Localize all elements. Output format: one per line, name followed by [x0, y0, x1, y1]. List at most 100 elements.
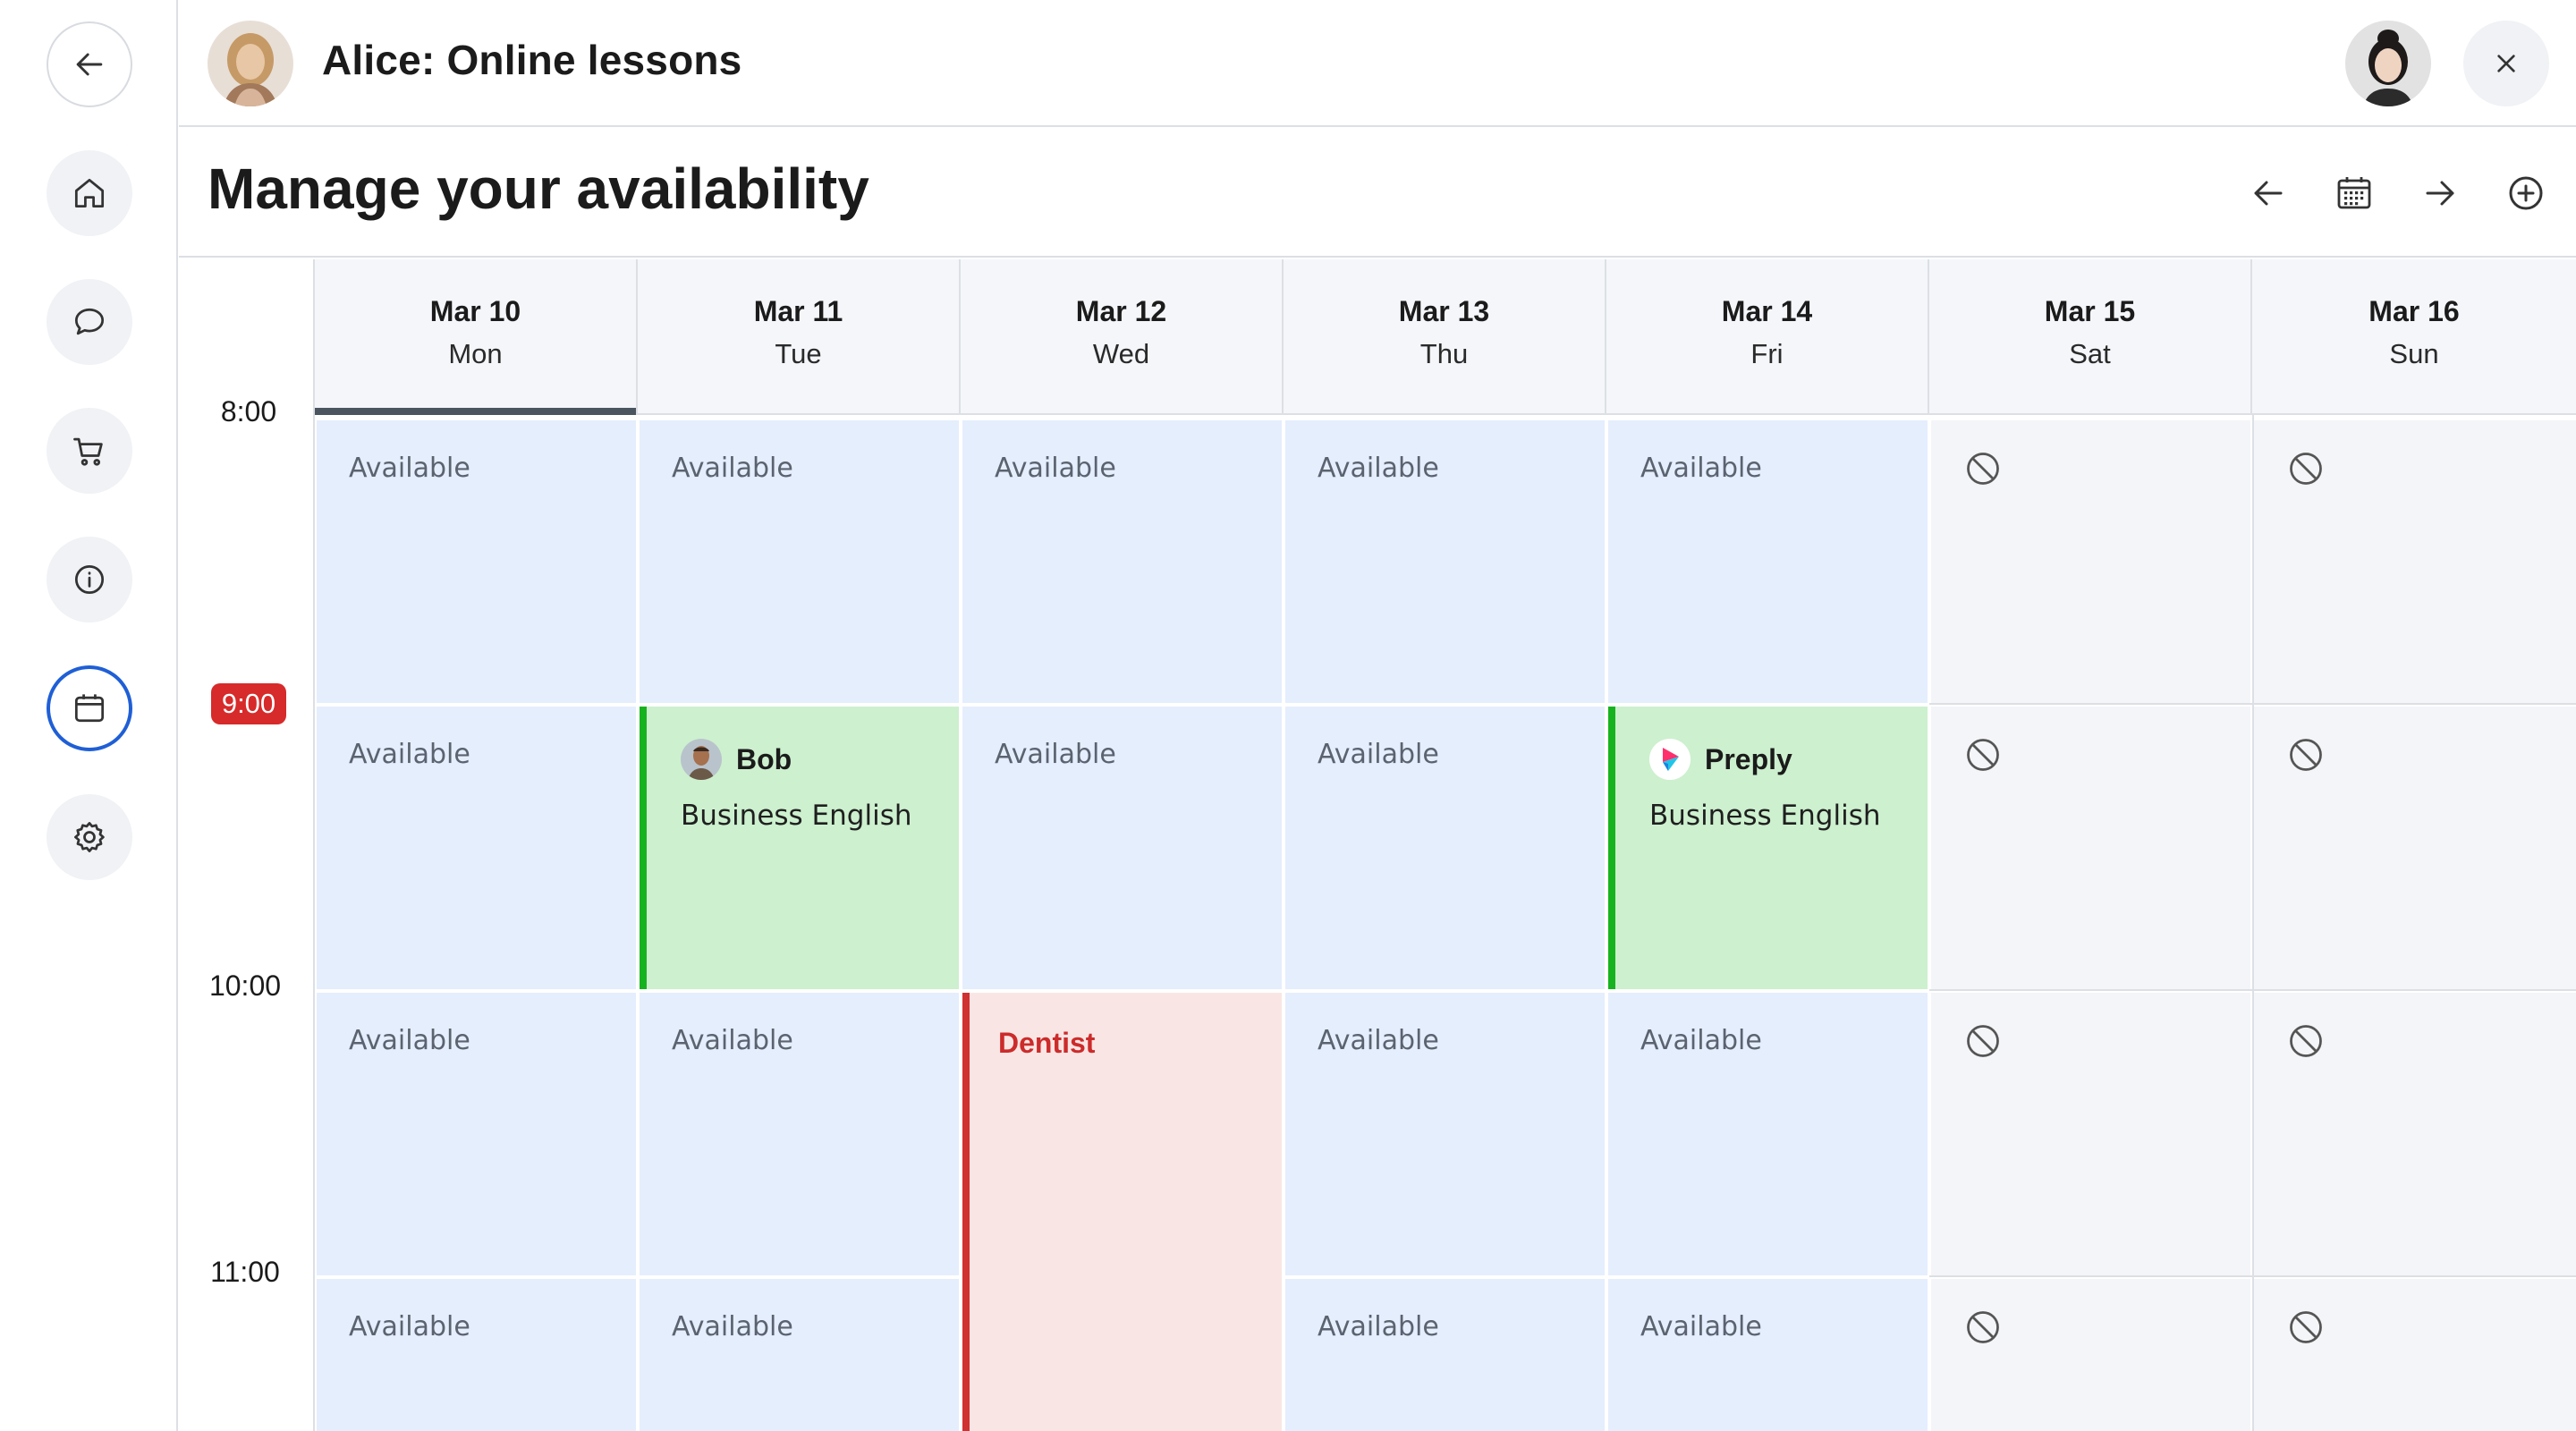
next-week-button[interactable]: [2411, 165, 2469, 222]
close-icon: [2497, 55, 2515, 72]
slot-unavailable[interactable]: [1931, 420, 2250, 703]
slot-label: Available: [672, 1311, 793, 1342]
slot-available[interactable]: Available: [317, 1279, 636, 1431]
back-button[interactable]: [47, 21, 132, 107]
today-indicator: [315, 408, 636, 415]
slot-unavailable[interactable]: [2254, 420, 2576, 703]
slot-available[interactable]: Available: [317, 420, 636, 703]
day-name: Thu: [1419, 338, 1469, 369]
close-button[interactable]: [2463, 21, 2549, 106]
slot-available[interactable]: Available: [1608, 420, 1928, 703]
day-header-fri[interactable]: Mar 14 Fri: [1606, 259, 1929, 415]
slot-unavailable[interactable]: [1931, 707, 2250, 989]
student-name: Bob: [736, 742, 792, 775]
plus-circle-icon: [2509, 176, 2543, 210]
slot-available[interactable]: Available: [317, 707, 636, 989]
arrow-left-icon: [76, 53, 103, 76]
day-name: Wed: [1092, 338, 1150, 369]
slot-label: Available: [1640, 453, 1762, 484]
slot-available[interactable]: Available: [640, 420, 959, 703]
slot-available[interactable]: Available: [1285, 420, 1605, 703]
day-date: Mar 12: [1075, 295, 1167, 327]
day-header-mon[interactable]: Mar 10 Mon: [315, 259, 638, 415]
student-name: Preply: [1705, 742, 1792, 775]
slot-available[interactable]: Available: [1608, 1279, 1928, 1431]
previous-week-button[interactable]: [2240, 165, 2297, 222]
home-button[interactable]: [47, 150, 132, 236]
time-column-divider: [313, 259, 315, 1431]
lesson-event[interactable]: Bob Business English: [640, 707, 959, 989]
day-date: Mar 16: [2368, 295, 2460, 327]
lesson-event[interactable]: Preply Business English: [1608, 707, 1928, 989]
busy-event[interactable]: Dentist: [962, 993, 1282, 1431]
slot-available[interactable]: Available: [962, 707, 1282, 989]
slot-available[interactable]: Available: [962, 420, 1282, 703]
slot-available[interactable]: Available: [317, 993, 636, 1275]
slot-label: Available: [1640, 1025, 1762, 1056]
day-header-tue[interactable]: Mar 11 Tue: [638, 259, 961, 415]
slot-label: Available: [1640, 1311, 1762, 1342]
slot-available[interactable]: Available: [1608, 993, 1928, 1275]
slot-available[interactable]: Available: [1285, 707, 1605, 989]
ban-icon: [2290, 1025, 2322, 1057]
chat-button[interactable]: [47, 279, 132, 365]
slot-label: Available: [349, 453, 470, 484]
day-date: Mar 10: [429, 295, 521, 327]
slot-unavailable[interactable]: [2254, 707, 2576, 989]
side-rail: [0, 0, 178, 1431]
page-title: Manage your availability: [208, 157, 869, 221]
calendar-button[interactable]: [47, 665, 132, 751]
slot-label: Available: [349, 1311, 470, 1342]
slot-unavailable[interactable]: [1931, 1279, 2250, 1431]
student-avatar: [681, 739, 722, 780]
ban-icon: [1967, 453, 1999, 485]
owner-avatar: [208, 21, 293, 106]
ban-icon: [1967, 1025, 1999, 1057]
day-date: Mar 11: [753, 295, 843, 327]
info-button[interactable]: [47, 537, 132, 622]
day-header-thu[interactable]: Mar 13 Thu: [1284, 259, 1606, 415]
ban-icon: [2290, 1311, 2322, 1343]
ban-icon: [2290, 739, 2322, 771]
slot-label: Available: [672, 1025, 793, 1056]
slot-label: Available: [995, 739, 1116, 770]
home-icon: [74, 178, 105, 208]
calendar-grid-icon: [2337, 177, 2371, 209]
ban-icon: [1967, 1311, 1999, 1343]
time-label: 11:00: [210, 1256, 280, 1288]
day-header-sat[interactable]: Mar 15 Sat: [1929, 259, 2252, 415]
day-header-sun[interactable]: Mar 16 Sun: [2252, 259, 2576, 415]
date-picker-button[interactable]: [2326, 165, 2383, 222]
week-calendar: 8:00 9:00 10:00 11:00 Mar 10 Mon Mar 11 …: [179, 259, 2576, 1431]
column-divider: [2252, 415, 2254, 1431]
time-label: 8:00: [220, 395, 277, 428]
slot-unavailable[interactable]: [1931, 993, 2250, 1275]
ban-icon: [1967, 739, 1999, 771]
slot-available[interactable]: Available: [640, 1279, 959, 1431]
slot-available[interactable]: Available: [1285, 993, 1605, 1275]
preply-logo: [1649, 739, 1690, 780]
cart-button[interactable]: [47, 408, 132, 494]
day-header-wed[interactable]: Mar 12 Wed: [961, 259, 1284, 415]
slot-label: Available: [995, 453, 1116, 484]
day-name: Sat: [2069, 338, 2111, 369]
gear-icon: [74, 822, 105, 852]
add-event-button[interactable]: [2497, 165, 2555, 222]
slot-available[interactable]: Available: [1285, 1279, 1605, 1431]
day-name: Sun: [2389, 338, 2439, 369]
slot-unavailable[interactable]: [2254, 993, 2576, 1275]
lesson-student: Preply: [1649, 739, 1792, 780]
slot-label: Available: [1318, 739, 1439, 770]
lesson-topic: Business English: [681, 800, 912, 832]
settings-button[interactable]: [47, 794, 132, 880]
day-name: Mon: [448, 338, 503, 369]
slot-label: Available: [1318, 1025, 1439, 1056]
toolbar: Manage your availability: [179, 129, 2576, 258]
calendar-icon: [74, 694, 105, 723]
slot-label: Available: [1318, 453, 1439, 484]
slot-unavailable[interactable]: [2254, 1279, 2576, 1431]
user-avatar[interactable]: [2345, 21, 2431, 106]
slot-available[interactable]: Available: [640, 993, 959, 1275]
top-header: Alice: Online lessons: [179, 0, 2576, 127]
slot-label: Available: [672, 453, 793, 484]
